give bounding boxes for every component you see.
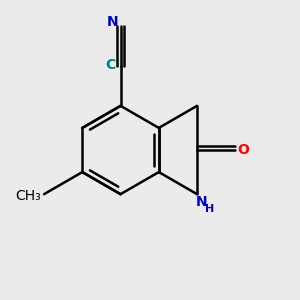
Text: C: C (105, 58, 116, 72)
Text: H: H (205, 204, 214, 214)
Text: CH₃: CH₃ (15, 189, 41, 202)
Text: N: N (196, 194, 207, 208)
Text: N: N (106, 15, 118, 29)
Text: O: O (238, 143, 249, 157)
